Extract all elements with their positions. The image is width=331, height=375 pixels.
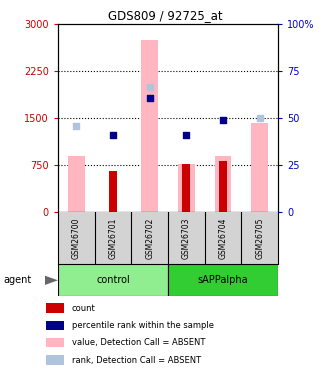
Text: value, Detection Call = ABSENT: value, Detection Call = ABSENT (72, 338, 205, 347)
Point (147, 94, 152, 100)
Bar (182, 164, 190, 212)
Point (184, 132, 189, 138)
Bar (46, 338, 64, 347)
Point (257, 114, 262, 120)
Text: GSM26703: GSM26703 (182, 217, 191, 259)
Text: GSM26700: GSM26700 (72, 217, 81, 259)
Text: GSM26702: GSM26702 (145, 217, 154, 259)
Bar (178, 164, 195, 212)
Bar (68, 156, 84, 212)
Bar (46, 303, 64, 313)
FancyBboxPatch shape (58, 264, 168, 296)
Text: count: count (72, 304, 96, 313)
Text: GDS809 / 92725_at: GDS809 / 92725_at (108, 9, 223, 22)
Bar (219, 160, 227, 212)
Bar (46, 321, 64, 330)
Text: sAPPalpha: sAPPalpha (198, 275, 248, 285)
Text: control: control (96, 275, 130, 285)
Text: agent: agent (3, 275, 31, 285)
Point (220, 117, 226, 123)
Point (110, 132, 116, 138)
Polygon shape (45, 276, 58, 285)
Text: rank, Detection Call = ABSENT: rank, Detection Call = ABSENT (72, 356, 201, 364)
FancyBboxPatch shape (168, 264, 278, 296)
Bar (141, 40, 158, 212)
Point (73, 123, 79, 129)
Bar (46, 356, 64, 365)
Bar (109, 171, 117, 212)
Text: percentile rank within the sample: percentile rank within the sample (72, 321, 214, 330)
Bar (252, 123, 268, 212)
Point (147, 84, 152, 90)
Text: GSM26701: GSM26701 (109, 217, 118, 259)
Text: GSM26704: GSM26704 (218, 217, 227, 259)
Bar (215, 156, 231, 212)
Text: GSM26705: GSM26705 (255, 217, 264, 259)
